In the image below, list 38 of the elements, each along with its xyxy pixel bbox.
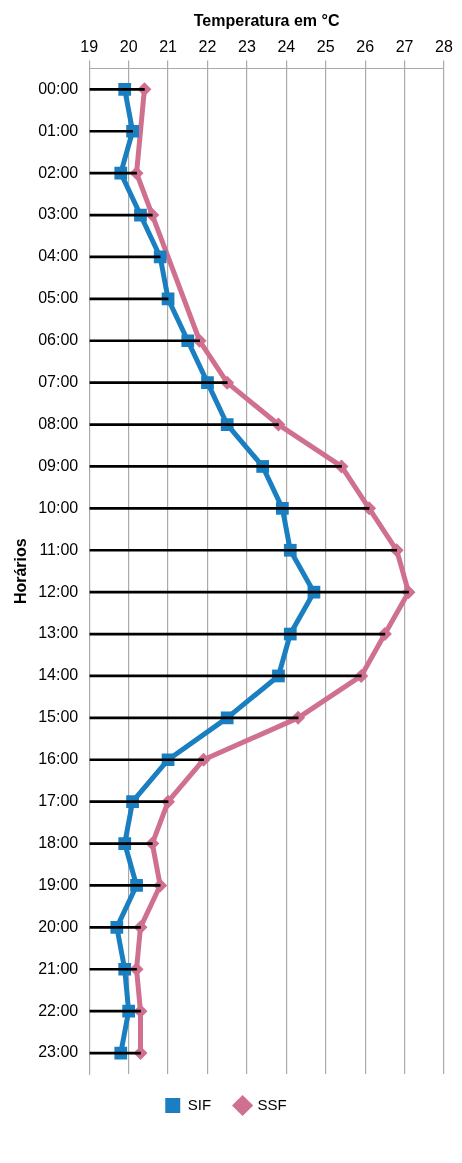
x-tick-label: 27 — [395, 38, 414, 56]
y-tick-label: 01:00 — [38, 121, 79, 139]
y-tick-label: 05:00 — [38, 289, 79, 307]
y-tick-label: 20:00 — [38, 917, 79, 935]
y-tick-label: 13:00 — [38, 624, 79, 642]
y-axis-title: Horários — [12, 538, 30, 605]
y-tick-label: 11:00 — [39, 540, 79, 558]
y-tick-label: 23:00 — [38, 1043, 79, 1061]
y-tick-label: 02:00 — [38, 163, 79, 181]
y-tick-label: 15:00 — [38, 708, 79, 726]
x-axis-title: Temperatura em °C — [193, 12, 340, 30]
y-tick-label: 00:00 — [38, 79, 79, 97]
y-tick-label: 12:00 — [38, 582, 79, 600]
x-tick-label: 19 — [80, 38, 99, 56]
y-tick-label: 04:00 — [38, 247, 79, 265]
y-tick-label: 17:00 — [38, 792, 79, 810]
x-tick-label: 24 — [277, 38, 296, 56]
y-tick-label: 19:00 — [38, 875, 79, 893]
y-tick-label: 10:00 — [38, 498, 79, 516]
y-tick-label: 06:00 — [38, 331, 79, 349]
y-tick-label: 07:00 — [38, 373, 79, 391]
y-tick-label: 22:00 — [38, 1001, 79, 1019]
x-tick-label: 20 — [119, 38, 138, 56]
y-tick-label: 14:00 — [38, 666, 79, 684]
y-tick-label: 08:00 — [38, 414, 79, 432]
y-tick-label: 18:00 — [38, 833, 79, 851]
y-tick-label: 03:00 — [38, 205, 79, 223]
x-tick-label: 25 — [316, 38, 335, 56]
legend-label: SIF — [187, 1095, 212, 1113]
y-tick-label: 16:00 — [38, 750, 79, 768]
x-tick-label: 22 — [198, 38, 217, 56]
x-tick-label: 26 — [356, 38, 375, 56]
y-tick-label: 09:00 — [38, 456, 79, 474]
x-tick-label: 21 — [159, 38, 178, 56]
x-tick-label: 23 — [238, 38, 256, 56]
legend-label: SSF — [257, 1095, 287, 1113]
y-tick-label: 21:00 — [38, 959, 79, 977]
x-tick-label: 28 — [435, 38, 453, 56]
